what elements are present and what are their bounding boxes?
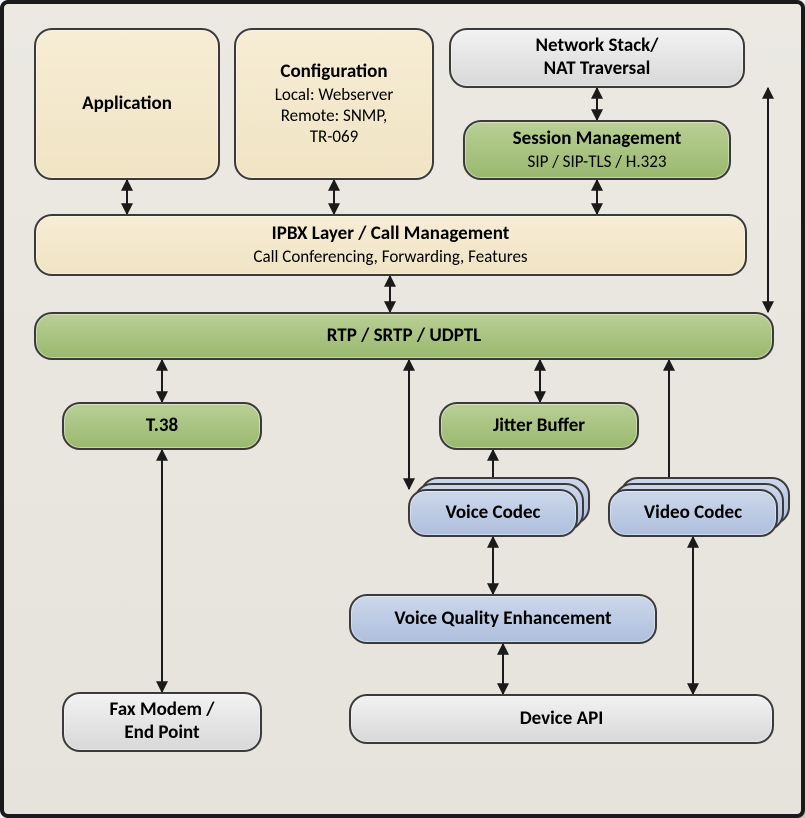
ipbx-title: IPBX Layer / Call Management	[272, 223, 510, 246]
t38-box: T.38	[62, 402, 262, 450]
configuration-box: ConfigurationLocal: WebserverRemote: SNM…	[234, 28, 434, 180]
voice_codec-box: Voice Codec	[408, 489, 578, 537]
vqe-box: Voice Quality Enhancement	[349, 594, 657, 644]
video_codec-box: Video Codec	[608, 489, 778, 537]
jitter-title: Jitter Buffer	[493, 415, 585, 438]
application-title: Application	[82, 93, 172, 116]
fax-box: Fax Modem /End Point	[62, 692, 262, 752]
configuration-title: Configuration	[280, 61, 387, 84]
vqe-title: Voice Quality Enhancement	[394, 608, 611, 631]
fax-title: Fax Modem /End Point	[110, 699, 215, 745]
jitter-box: Jitter Buffer	[439, 402, 639, 450]
voice_codec-title: Voice Codec	[445, 502, 540, 525]
network_stack-title: Network Stack/NAT Traversal	[536, 35, 659, 81]
session_mgmt-subtitle: SIP / SIP-TLS / H.323	[528, 151, 667, 172]
configuration-subtitle: Local: WebserverRemote: SNMP,TR-069	[275, 84, 394, 148]
device_api-title: Device API	[520, 708, 604, 731]
session_mgmt-title: Session Management	[513, 128, 682, 151]
device_api-box: Device API	[349, 694, 774, 744]
ipbx-box: IPBX Layer / Call ManagementCall Confere…	[34, 214, 747, 276]
network_stack-box: Network Stack/NAT Traversal	[449, 28, 745, 88]
video_codec-title: Video Codec	[644, 502, 742, 525]
t38-title: T.38	[146, 415, 178, 438]
session_mgmt-box: Session ManagementSIP / SIP-TLS / H.323	[463, 120, 731, 180]
rtp-box: RTP / SRTP / UDPTL	[34, 312, 774, 360]
ipbx-subtitle: Call Conferencing, Forwarding, Features	[253, 246, 527, 267]
diagram-canvas: Application ConfigurationLocal: Webserver…	[0, 0, 805, 818]
rtp-title: RTP / SRTP / UDPTL	[327, 325, 481, 348]
application-box: Application	[34, 28, 220, 180]
